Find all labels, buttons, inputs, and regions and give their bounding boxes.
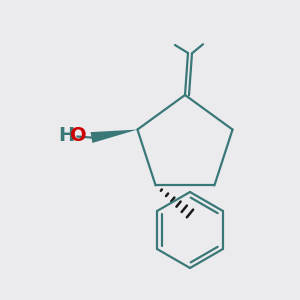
Text: H: H <box>58 126 75 145</box>
Polygon shape <box>91 130 137 143</box>
Text: O: O <box>70 126 87 145</box>
